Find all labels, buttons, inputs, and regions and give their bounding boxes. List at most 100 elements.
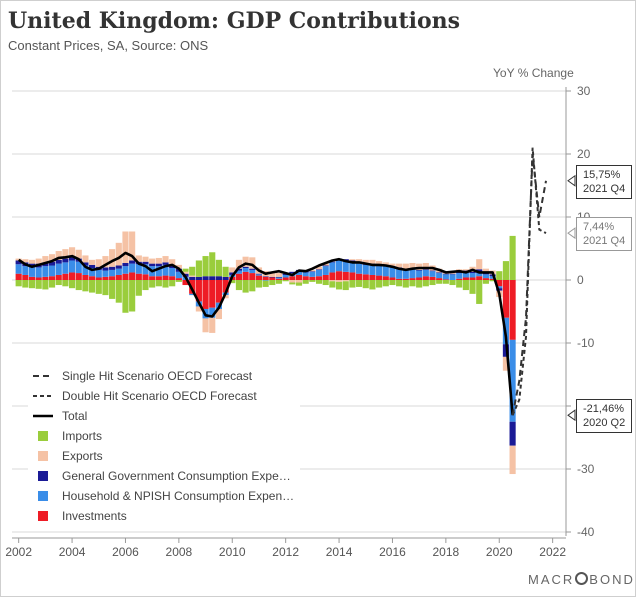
bar-imports: [476, 280, 483, 304]
legend-label: Single Hit Scenario OECD Forecast: [62, 369, 253, 383]
bar-household: [162, 264, 169, 276]
bar-imports: [449, 280, 456, 286]
bar-investments: [255, 275, 263, 280]
bar-government: [429, 270, 436, 272]
bar-investments: [282, 277, 289, 280]
bar-exports: [315, 266, 323, 270]
bar-exports: [396, 263, 403, 268]
bar-government: [122, 262, 129, 267]
bar-investments: [469, 277, 476, 280]
bar-government: [202, 276, 209, 280]
bar-imports: [55, 280, 62, 286]
bar-household: [109, 269, 116, 277]
bar-exports: [482, 268, 489, 273]
brand-text-pre: MACR: [528, 572, 575, 587]
legend-item-government: General Government Consumption Expe…: [32, 466, 294, 486]
bar-household: [469, 273, 476, 278]
bar-imports: [482, 280, 489, 284]
bar-investments: [169, 276, 176, 280]
bar-exports: [48, 254, 56, 262]
bar-investments: [202, 280, 209, 309]
bar-imports: [175, 280, 182, 282]
bar-investments: [48, 276, 56, 280]
bar-government: [89, 264, 96, 269]
bar-household: [242, 268, 249, 272]
macrobond-logo: MACR BOND: [528, 572, 635, 587]
bar-government: [195, 276, 202, 280]
bar-exports: [509, 445, 516, 475]
bar-household: [436, 273, 443, 279]
bar-household: [155, 266, 162, 277]
bar-household: [28, 267, 36, 277]
bar-imports: [416, 280, 423, 288]
forecast-double-line: [511, 147, 547, 416]
bar-investments: [416, 277, 423, 280]
bar-household: [416, 270, 423, 278]
bar-household: [462, 271, 469, 278]
legend-swatch-exports: [32, 450, 54, 462]
bar-exports: [202, 318, 209, 333]
bar-exports: [182, 271, 189, 274]
bar-household: [115, 268, 122, 275]
bar-investments: [489, 278, 496, 280]
bar-investments: [402, 278, 409, 280]
bar-investments: [69, 272, 76, 280]
y-tick-label: -30: [577, 462, 595, 476]
bar-exports: [382, 262, 389, 265]
bar-investments: [476, 276, 483, 280]
bar-government: [235, 268, 243, 271]
brand-o-icon: [575, 572, 589, 585]
bar-investments: [102, 276, 109, 280]
bar-exports: [15, 258, 22, 261]
bar-imports: [329, 281, 336, 288]
bar-imports: [315, 280, 323, 284]
callout-double-hit: 7,44% 2021 Q4: [576, 217, 633, 252]
bar-exports: [295, 280, 303, 283]
bar-imports: [349, 280, 356, 288]
bar-government: [109, 266, 116, 270]
bar-investments: [135, 273, 142, 280]
bar-government: [329, 261, 336, 263]
bar-investments: [215, 280, 222, 303]
legend-label: General Government Consumption Expe…: [62, 469, 291, 483]
callout-value: 15,75%: [583, 168, 621, 181]
bar-imports: [356, 280, 363, 287]
bar-household: [329, 262, 336, 273]
bar-government: [55, 259, 62, 264]
bar-investments: [262, 276, 269, 280]
bar-investments: [95, 277, 102, 280]
bar-household: [82, 265, 89, 275]
bar-investments: [462, 277, 469, 280]
bar-investments: [349, 272, 356, 280]
bar-government: [142, 261, 149, 265]
bar-household: [349, 262, 356, 273]
bar-household: [369, 265, 376, 275]
x-tick-label: 2012: [272, 545, 299, 559]
bar-government: [322, 265, 329, 267]
bar-household: [22, 266, 29, 275]
bar-imports: [149, 280, 156, 288]
bar-investments: [62, 273, 69, 280]
bar-investments: [289, 276, 296, 280]
bar-household: [442, 274, 449, 280]
bar-investments: [369, 274, 376, 280]
bar-imports: [489, 280, 496, 282]
bar-household: [275, 277, 283, 279]
bar-imports: [62, 280, 69, 287]
bar-imports: [396, 280, 403, 287]
bar-government: [229, 272, 236, 275]
legend-item-exports: Exports: [32, 446, 294, 466]
bar-household: [62, 262, 69, 274]
bar-government: [442, 273, 449, 275]
bar-exports: [222, 295, 229, 299]
bar-investments: [382, 276, 389, 280]
bar-household: [302, 272, 309, 277]
bar-household: [476, 271, 483, 277]
bar-imports: [509, 235, 516, 280]
bar-imports: [382, 280, 389, 287]
bar-exports: [102, 256, 109, 268]
legend-swatch-government: [32, 470, 54, 482]
bar-investments: [195, 280, 202, 302]
bar-government: [509, 421, 516, 446]
